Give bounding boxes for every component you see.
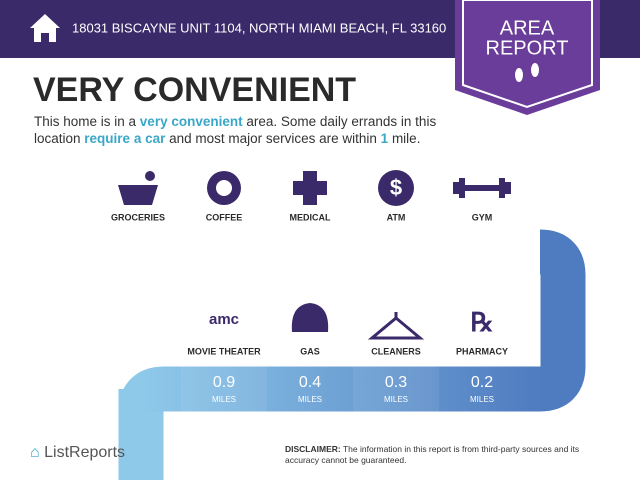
badge-text: AREA — [500, 17, 555, 39]
disclaimer-text: The information in this report is from t… — [285, 444, 580, 465]
distance: 0.4 — [299, 374, 321, 391]
logo-text: ListReports — [44, 444, 126, 461]
cell-shade — [267, 229, 353, 275]
amenity-label: COFFEE — [206, 212, 243, 222]
description-text: very convenient — [139, 114, 243, 129]
distance-unit: MILES — [470, 395, 494, 404]
description-text: 1 — [380, 131, 389, 146]
distance-unit: MILES — [126, 258, 150, 267]
distance: 0.2 — [471, 237, 493, 254]
amenity-label: CLEANERS — [371, 346, 421, 356]
badge-outline — [462, 0, 593, 109]
disclaimer: DISCLAIMER: The information in this repo… — [285, 444, 615, 466]
cell-shade — [439, 229, 525, 275]
distance-unit: MILES — [384, 258, 408, 267]
cell-shade — [181, 366, 267, 412]
amenity-label: GYM — [472, 212, 493, 222]
distance: 0.2 — [471, 374, 493, 391]
distance: 0.3 — [385, 374, 407, 391]
badge — [455, 0, 600, 115]
home-icon — [38, 242, 64, 266]
distance: 0.9 — [213, 374, 235, 391]
description-text: This home is in a — [34, 114, 140, 129]
distance: 0.2 — [299, 237, 321, 254]
description-text: mile. — [388, 131, 421, 146]
description-text: require a car — [84, 131, 166, 146]
distance-unit: MILES — [384, 395, 408, 404]
distance: 0.2 — [385, 237, 407, 254]
disclaimer-label: DISCLAIMER: — [285, 444, 341, 454]
amenity-label: PHARMACY — [456, 346, 508, 356]
svg-text:amc: amc — [209, 311, 239, 328]
address: 18031 BISCAYNE UNIT 1104, NORTH MIAMI BE… — [72, 20, 446, 35]
distance-unit: MILES — [298, 258, 322, 267]
distance-unit: MILES — [470, 258, 494, 267]
svg-text:℞: ℞ — [470, 307, 493, 337]
description: This home is in a very convenient area. … — [34, 113, 454, 147]
description-text: and most major services are within — [165, 131, 381, 146]
path-band — [118, 366, 540, 414]
badge-text: REPORT — [486, 37, 569, 59]
cell-shade — [95, 229, 181, 275]
amenity-label: GROCERIES — [111, 212, 165, 222]
amenity-label: GAS — [300, 346, 320, 356]
amenity-label: ATM — [387, 212, 406, 222]
description-text: area. Some daily errands in this locatio… — [34, 114, 437, 146]
amenity-label: MOVIE THEATER — [187, 346, 261, 356]
path-band — [538, 229, 586, 412]
cell-shade — [353, 366, 439, 412]
distance-unit: MILES — [212, 258, 236, 267]
distance: 0.2 — [127, 237, 149, 254]
footprints — [515, 63, 539, 82]
logo: ⌂ ListReports — [30, 444, 126, 461]
amenity-label: MEDICAL — [290, 212, 331, 222]
distance-unit: MILES — [212, 395, 236, 404]
home-icon — [30, 14, 60, 42]
distance-unit: MILES — [298, 395, 322, 404]
title: VERY CONVENIENT — [33, 71, 356, 109]
svg-text:$: $ — [390, 175, 402, 200]
icons: $ amc ℞ — [118, 170, 511, 340]
distance: 0.2 — [213, 237, 235, 254]
